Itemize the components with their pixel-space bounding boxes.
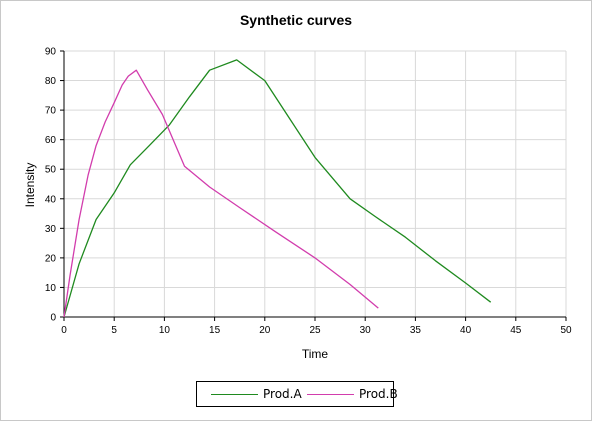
x-tick-label-15: 15 — [209, 325, 221, 336]
legend: Prod.A Prod.B — [196, 381, 398, 407]
y-tick-label-70: 70 — [45, 106, 57, 117]
x-tick-label-45: 45 — [510, 325, 522, 336]
x-tick-label-40: 40 — [460, 325, 472, 336]
x-tick-label-0: 0 — [61, 325, 67, 336]
y-tick-label-40: 40 — [45, 194, 57, 205]
y-tick-label-80: 80 — [45, 76, 57, 87]
legend-swatch-prod-a — [211, 393, 258, 395]
y-tick-label-20: 20 — [45, 253, 57, 264]
x-tick-label-5: 5 — [111, 325, 117, 336]
y-axis-label: Intensity — [23, 163, 37, 208]
legend-label-prod-a: Prod.A — [263, 387, 302, 401]
legend-item-prod-a: Prod.A — [211, 382, 302, 406]
y-tick-label-0: 0 — [50, 313, 56, 324]
chart-title: Synthetic curves — [239, 12, 353, 28]
x-tick-label-30: 30 — [360, 325, 372, 336]
x-axis-label: Time — [302, 347, 329, 361]
y-tick-label-50: 50 — [45, 165, 57, 176]
legend-item-prod-b: Prod.B — [307, 382, 398, 406]
y-tick-label-60: 60 — [45, 135, 57, 146]
tick-labels: 0 10 20 30 40 50 60 70 80 90 0 5 10 15 20 25 30 35 40 45 50 — [45, 47, 572, 337]
grid-lines — [64, 50, 567, 317]
x-tick-label-25: 25 — [309, 325, 321, 336]
axes — [60, 50, 567, 321]
y-tick-label-10: 10 — [45, 283, 57, 294]
y-tick-label-90: 90 — [45, 47, 57, 58]
series-lines — [63, 59, 492, 318]
x-tick-label-10: 10 — [159, 325, 171, 336]
x-tick-label-20: 20 — [259, 325, 271, 336]
legend-swatch-prod-b — [307, 393, 354, 395]
series-line-prod-b — [63, 69, 379, 318]
series-line-prod-a — [63, 59, 492, 318]
x-tick-label-35: 35 — [410, 325, 422, 336]
y-tick-label-30: 30 — [45, 224, 57, 235]
legend-label-prod-b: Prod.B — [359, 387, 398, 401]
x-tick-label-50: 50 — [560, 325, 572, 336]
